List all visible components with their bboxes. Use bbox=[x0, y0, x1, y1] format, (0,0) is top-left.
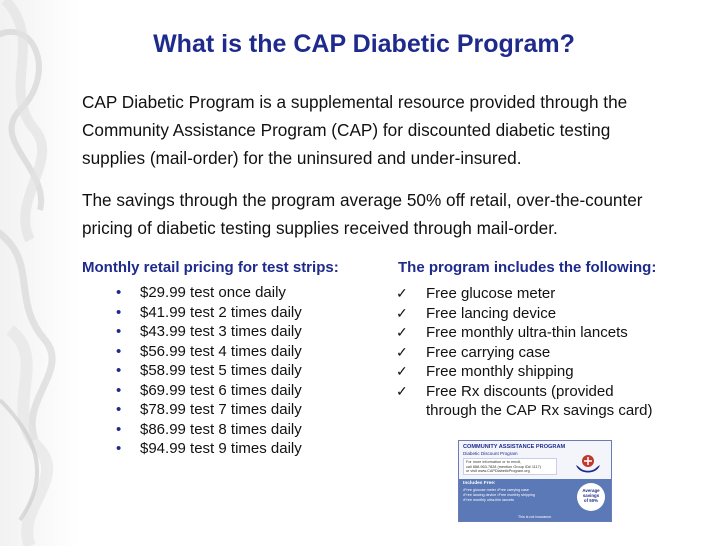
card-disclaimer: This is not insurance. bbox=[518, 515, 552, 519]
card-contact-info: For more information or to enroll, call … bbox=[463, 458, 557, 475]
price-item: $58.99 test 5 times daily bbox=[108, 361, 302, 381]
badge-line: Average bbox=[582, 488, 600, 493]
feature-item: ✓ Free monthly shipping bbox=[396, 362, 653, 382]
badge-line: savings bbox=[582, 493, 600, 499]
savings-paragraph: The savings through the program average … bbox=[82, 186, 692, 242]
checkmark-icon: ✓ bbox=[396, 324, 408, 340]
feature-item: ✓ Free Rx discounts (provided bbox=[396, 382, 653, 402]
decorative-swirl-background bbox=[0, 0, 80, 546]
card-includes-line: •Free glucose meter •Free carrying case bbox=[463, 488, 529, 492]
savings-line: The savings through the program average … bbox=[82, 190, 643, 210]
page-title: What is the CAP Diabetic Program? bbox=[153, 30, 575, 58]
retail-pricing-heading: Monthly retail pricing for test strips: bbox=[82, 259, 339, 276]
feature-label: Free Rx discounts (provided bbox=[426, 382, 614, 400]
checkmark-icon: ✓ bbox=[396, 382, 408, 399]
feature-continuation: through the CAP Rx savings card) bbox=[426, 402, 653, 419]
card-info-line: or visit www.CAPDiabeticProgram.org bbox=[466, 469, 530, 474]
checkmark-icon: ✓ bbox=[396, 343, 408, 360]
cap-savings-card-image: COMMUNITY ASSISTANCE PROGRAM Diabetic Di… bbox=[458, 440, 612, 522]
feature-item: ✓ Free lancing device bbox=[396, 304, 653, 324]
savings-line: pricing of diabetic testing supplies rec… bbox=[82, 218, 558, 238]
price-item: $94.99 test 9 times daily bbox=[108, 439, 302, 459]
feature-label: Free monthly ultra-thin lancets bbox=[426, 324, 628, 341]
feature-item: ✓ Free glucose meter bbox=[396, 284, 653, 304]
feature-label: Free monthly shipping bbox=[426, 363, 574, 380]
card-includes-line: •Free lancing device •Free monthly shipp… bbox=[463, 493, 535, 498]
card-includes-label: Includes Free: bbox=[463, 481, 496, 486]
badge-line: of 50% bbox=[583, 498, 599, 504]
intro-paragraph: CAP Diabetic Program is a supplemental r… bbox=[82, 88, 692, 172]
card-info-line: call 888-963-7828 (mention Group ID# 111… bbox=[466, 464, 541, 469]
intro-line: CAP Diabetic Program is a supplemental r… bbox=[82, 92, 628, 112]
program-includes-heading: The program includes the following: bbox=[398, 259, 657, 276]
card-includes-band: Includes Free: •Free glucose meter •Free… bbox=[459, 479, 611, 521]
checkmark-icon: ✓ bbox=[396, 304, 408, 321]
card-includes-line: •Free monthly ultra-thin lancets bbox=[463, 498, 514, 503]
price-item: $43.99 test 3 times daily bbox=[108, 322, 302, 342]
program-features-list: ✓ Free glucose meter ✓ Free lancing device… bbox=[396, 284, 653, 421]
price-item: $56.99 test 4 times daily bbox=[108, 342, 302, 362]
price-item: $41.99 test 2 times daily bbox=[108, 303, 302, 323]
price-item: $69.99 test 6 times daily bbox=[108, 381, 302, 401]
hands-logo-icon bbox=[576, 455, 600, 473]
checkmark-icon: ✓ bbox=[396, 363, 408, 379]
savings-badge: Average savings of 50% bbox=[577, 483, 605, 511]
price-item: $78.99 test 7 times daily bbox=[108, 400, 302, 420]
retail-pricing-list: $29.99 test once daily $41.99 test 2 tim… bbox=[108, 283, 302, 459]
feature-label: Free lancing device bbox=[426, 304, 557, 322]
intro-line: supplies (mail-order) for the uninsured … bbox=[82, 148, 522, 168]
feature-label: Free glucose meter bbox=[426, 285, 556, 302]
feature-item: ✓ Free monthly ultra-thin lancets bbox=[396, 323, 653, 343]
price-item: $29.99 test once daily bbox=[108, 283, 302, 303]
intro-line: Community Assistance Program (CAP) for d… bbox=[82, 120, 611, 140]
feature-label: Free carrying case bbox=[426, 343, 551, 361]
price-item: $86.99 test 8 times daily bbox=[108, 420, 302, 440]
checkmark-icon: ✓ bbox=[396, 285, 408, 301]
card-title: COMMUNITY ASSISTANCE PROGRAM bbox=[463, 444, 566, 450]
feature-item: ✓ Free carrying case bbox=[396, 343, 653, 363]
card-subtitle: Diabetic Discount Program bbox=[463, 451, 518, 456]
card-includes-list: •Free glucose meter •Free carrying case … bbox=[463, 488, 563, 504]
card-info-line: For more information or to enroll, bbox=[466, 460, 522, 464]
